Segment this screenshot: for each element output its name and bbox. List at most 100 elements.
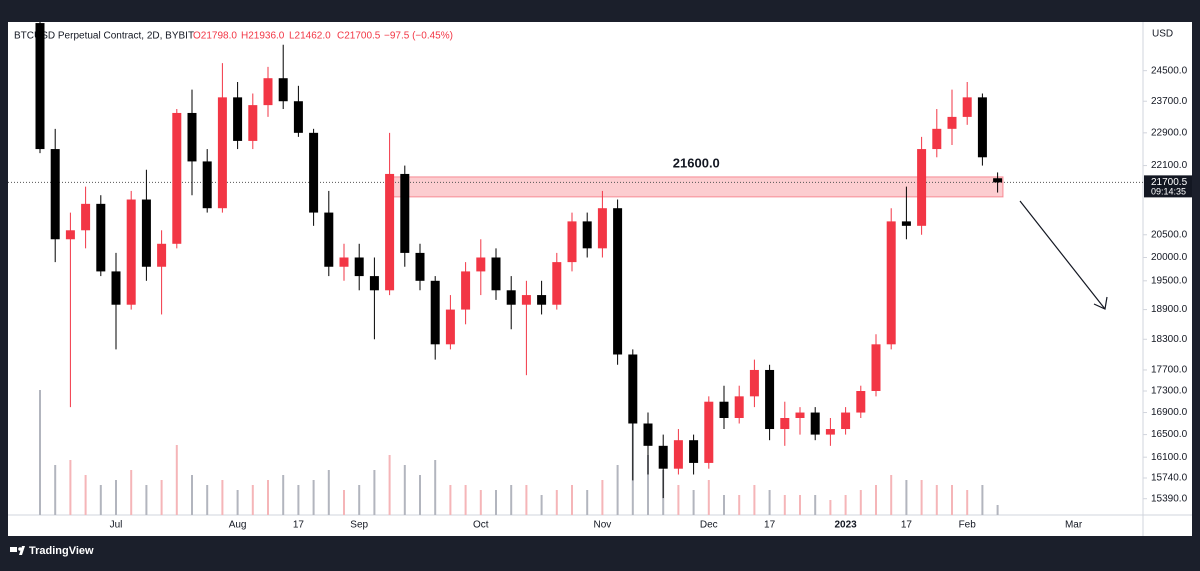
candle-body <box>96 203 106 272</box>
candle-body <box>521 295 531 305</box>
volume-bar <box>951 485 953 515</box>
volume-bar <box>890 475 893 515</box>
volume-bar <box>175 445 178 515</box>
arrow-head <box>1093 296 1108 310</box>
candle-body <box>552 262 562 305</box>
candle-body <box>795 412 805 419</box>
candle-body <box>658 445 668 469</box>
volume-bar <box>267 480 269 515</box>
x-tick-label: Aug <box>229 520 247 531</box>
volume-bar <box>449 485 452 515</box>
volume-bar <box>647 455 649 515</box>
candle-body <box>886 221 896 345</box>
volume-bar <box>844 495 847 515</box>
candle-body <box>567 221 577 263</box>
volume-bar <box>115 480 117 515</box>
ohlc-value: −97.5 (−0.45%) <box>384 31 453 42</box>
candle-body <box>673 440 683 469</box>
volume-bar <box>69 460 72 515</box>
candle-body <box>643 423 653 446</box>
volume-bar <box>920 480 923 515</box>
candle-body <box>628 354 638 424</box>
volume-bar <box>236 490 239 515</box>
volume-bar <box>251 485 254 515</box>
y-tick-label: 24500.0 <box>1151 65 1188 76</box>
x-tick-label: Jul <box>110 520 123 531</box>
candle-body <box>293 101 303 133</box>
candle-body <box>506 290 516 305</box>
volume-bar <box>221 480 224 515</box>
candle-body <box>141 199 151 267</box>
candle-body <box>932 128 942 150</box>
volume-bar <box>327 470 330 515</box>
volume-bar <box>479 490 482 515</box>
volume-bar <box>586 490 589 515</box>
volume-bar <box>555 490 558 515</box>
candle-body <box>415 252 425 281</box>
logo-part <box>19 546 25 555</box>
volume-bar <box>495 490 497 515</box>
y-tick-label: 18300.0 <box>1151 334 1188 345</box>
candle-body <box>81 203 91 231</box>
volume-bar <box>814 495 817 515</box>
x-tick-label: 2023 <box>834 520 857 531</box>
ohlc-value: O21798.0 <box>193 31 237 42</box>
y-tick-label: 18900.0 <box>1151 304 1188 315</box>
volume-bar <box>935 485 938 515</box>
candle-body <box>309 132 319 213</box>
candle-body <box>385 173 395 291</box>
volume-bar <box>282 475 285 515</box>
volume-bar <box>707 480 710 515</box>
brand-name: TradingView <box>29 545 94 557</box>
y-tick-label: 17300.0 <box>1151 386 1188 397</box>
ohlc-value: H21936.0 <box>241 31 285 42</box>
x-tick-label: 17 <box>293 520 305 531</box>
candle-body <box>157 243 167 267</box>
volume-bar <box>160 480 163 515</box>
x-tick-label: Mar <box>1065 520 1083 531</box>
y-tick-label: 20500.0 <box>1151 229 1188 240</box>
volume-bar <box>829 500 832 515</box>
volume-bar <box>343 490 345 515</box>
volume-bar <box>403 465 406 515</box>
candle-body <box>187 112 197 162</box>
y-tick-label: 16900.0 <box>1151 407 1188 418</box>
candle-body <box>491 257 501 291</box>
volume-bar <box>145 485 148 515</box>
volume-bar <box>996 505 999 515</box>
countdown: 09:14:35 <box>1151 187 1186 197</box>
candle-body <box>871 344 881 392</box>
y-tick-label: 22900.0 <box>1151 127 1188 138</box>
zone-label: 21600.0 <box>673 155 720 170</box>
volume-bar <box>312 480 315 515</box>
candle-body <box>765 369 775 430</box>
volume-bar <box>677 485 680 515</box>
candle-body <box>445 309 455 345</box>
candle-body <box>749 369 759 397</box>
candle-body <box>233 97 243 141</box>
volume-bar <box>859 490 862 515</box>
volume-bar <box>875 485 877 515</box>
volume-bar <box>799 495 801 515</box>
candle-body <box>111 271 121 305</box>
x-tick-label: Feb <box>959 520 977 531</box>
candle-body <box>825 429 835 435</box>
volume-bar <box>191 475 193 515</box>
ohlc-value: L21462.0 <box>289 31 331 42</box>
volume-bar <box>966 490 969 515</box>
y-tick-label: 17700.0 <box>1151 365 1188 376</box>
volume-bar <box>723 495 725 515</box>
candle-body <box>126 199 136 305</box>
volume-bar <box>373 470 376 515</box>
y-tick-label: 19500.0 <box>1151 275 1188 286</box>
candle-body <box>917 149 927 226</box>
logo-part <box>10 547 17 552</box>
candle-body <box>597 208 607 249</box>
volume-bar <box>905 480 908 515</box>
candle-body <box>369 276 379 291</box>
candle-body <box>977 97 987 158</box>
volume-bar <box>130 470 133 515</box>
x-tick-label: 17 <box>901 520 913 531</box>
currency-label: USD <box>1152 29 1173 40</box>
